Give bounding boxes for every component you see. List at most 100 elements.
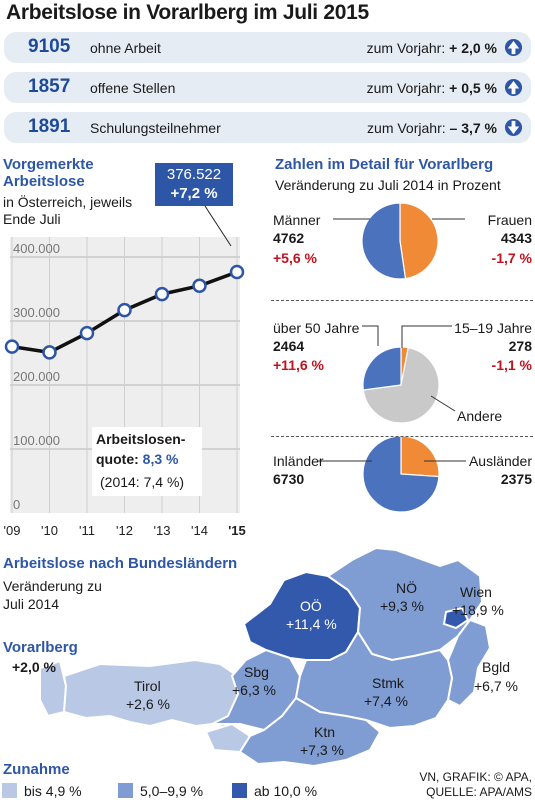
change-ueber-50: +11,6 % bbox=[273, 357, 324, 373]
label-15-19: 15–19 Jahre bbox=[454, 320, 532, 336]
data-point bbox=[79, 325, 95, 341]
quote-box bbox=[92, 427, 202, 496]
change-maenner: +5,6 % bbox=[273, 250, 317, 266]
line-chart-title-1: Vorgemerkte bbox=[3, 156, 94, 173]
source-line-1: VN, GRAFIK: © APA, bbox=[419, 770, 532, 784]
y-tick-label: 400.000 bbox=[13, 241, 60, 256]
map-label-wien: Wien bbox=[460, 584, 492, 600]
stat-value: 1857 bbox=[28, 76, 71, 97]
detail-title: Zahlen im Detail für Vorarlberg bbox=[275, 156, 494, 173]
x-tick-label: '15 bbox=[228, 523, 246, 538]
legend-swatch bbox=[232, 783, 247, 798]
legend-title: Zunahme bbox=[3, 761, 70, 778]
map-value-sbg: +6,3 % bbox=[232, 682, 276, 698]
map-value-noe: +9,3 % bbox=[380, 598, 424, 614]
stat-change: zum Vorjahr: – 3,7 % bbox=[367, 120, 497, 136]
line-chart-title-2: Arbeitslose bbox=[3, 173, 85, 190]
stat-change: zum Vorjahr: + 2,0 % bbox=[366, 40, 497, 56]
map-label-noe: NÖ bbox=[396, 580, 417, 596]
map-value-vorarlberg: +2,0 % bbox=[12, 659, 56, 675]
change-15-19: -1,1 % bbox=[491, 357, 532, 373]
label-ueber-50: über 50 Jahre bbox=[273, 320, 360, 336]
line-chart-subtitle-2: Ende Juli bbox=[3, 211, 61, 227]
label-auslaender: Ausländer bbox=[468, 453, 532, 469]
divider bbox=[271, 300, 533, 301]
data-point bbox=[117, 302, 132, 318]
quote-label-2: quote: bbox=[96, 451, 139, 467]
value-maenner: 4762 bbox=[273, 230, 305, 246]
pie-slice bbox=[362, 346, 402, 391]
data-point bbox=[4, 339, 20, 354]
map-title: Arbeitslose nach Bundesländern bbox=[3, 555, 238, 572]
map-label-ooe: OÖ bbox=[300, 598, 322, 614]
stat-value: 9105 bbox=[28, 36, 71, 57]
legend-label: bis 4,9 % bbox=[24, 783, 82, 799]
legend-label: 5,0–9,9 % bbox=[140, 783, 204, 799]
arrow-down-icon bbox=[504, 118, 523, 137]
stat-row-ohne-arbeit: 9105 ohne Arbeit zum Vorjahr: + 2,0 % bbox=[4, 32, 531, 63]
label-maenner: Männer bbox=[273, 212, 321, 228]
stat-change: zum Vorjahr: + 0,5 % bbox=[366, 80, 497, 96]
legend-swatch bbox=[2, 783, 17, 798]
arrow-up-icon bbox=[504, 78, 523, 97]
x-tick-label: '14 bbox=[191, 523, 208, 538]
y-tick-label: 300.000 bbox=[13, 305, 60, 320]
label-inlaender: Inländer bbox=[273, 453, 324, 469]
stat-value: 1891 bbox=[28, 116, 71, 137]
x-tick-label: '12 bbox=[116, 523, 133, 538]
map-value-stmk: +7,4 % bbox=[364, 693, 408, 709]
map-label-bgld: Bgld bbox=[482, 659, 511, 675]
map-value-wien: +18,9 % bbox=[452, 602, 504, 618]
map-value-tirol: +2,6 % bbox=[126, 696, 170, 712]
callout-box bbox=[155, 163, 233, 206]
map-value-ktn: +7,3 % bbox=[300, 742, 344, 758]
detail-subtitle: Veränderung zu Juli 2014 in Prozent bbox=[275, 177, 501, 193]
quote-value: 8,3 % bbox=[142, 451, 179, 467]
stat-row-schulungsteilnehmer: 1891 Schulungsteilnehmer zum Vorjahr: – … bbox=[4, 112, 531, 143]
legend-label: ab 10,0 % bbox=[254, 783, 318, 799]
map-label-vorarlberg: Vorarlberg bbox=[3, 639, 78, 656]
map-tirol bbox=[62, 658, 248, 730]
data-point bbox=[229, 264, 245, 280]
map-value-bgld: +6,7 % bbox=[474, 678, 518, 694]
divider bbox=[271, 436, 533, 437]
y-tick-label: 200.000 bbox=[13, 369, 60, 384]
y-tick-label: 100.000 bbox=[13, 433, 60, 448]
callout-leader bbox=[204, 205, 232, 247]
map-label-ktn: Ktn bbox=[314, 724, 336, 740]
value-auslaender: 2375 bbox=[500, 471, 532, 487]
change-frauen: -1,7 % bbox=[491, 250, 532, 266]
label-frauen: Frauen bbox=[487, 212, 532, 228]
map-label-sbg: Sbg bbox=[244, 664, 269, 680]
stat-label: ohne Arbeit bbox=[90, 40, 161, 56]
map-label-tirol: Tirol bbox=[134, 678, 161, 694]
value-inlaender: 6730 bbox=[273, 471, 305, 487]
map-value-ooe: +11,4 % bbox=[286, 616, 337, 632]
map-subtitle-2: Juli 2014 bbox=[3, 596, 60, 612]
pie-slice bbox=[399, 202, 439, 280]
callout-value: 376.522 bbox=[166, 166, 222, 183]
y-tick-label: 0 bbox=[13, 497, 20, 512]
label-andere: Andere bbox=[457, 408, 503, 424]
quote-previous: (2014: 7,4 %) bbox=[100, 474, 185, 490]
quote-label-1: Arbeitslosen- bbox=[96, 431, 186, 447]
x-tick-label: '09 bbox=[4, 523, 21, 538]
arrow-up-icon bbox=[504, 38, 523, 57]
data-point bbox=[42, 345, 57, 360]
stat-row-offene-stellen: 1857 offene Stellen zum Vorjahr: + 0,5 % bbox=[4, 72, 531, 103]
map-subtitle-1: Veränderung zu bbox=[3, 578, 102, 594]
data-point bbox=[154, 286, 170, 302]
map-steiermark bbox=[294, 630, 454, 730]
page-title: Arbeitslose in Vorarlberg im Juli 2015 bbox=[6, 1, 369, 24]
value-frauen: 4343 bbox=[500, 230, 532, 246]
source-line-2: QUELLE: APA/AMS bbox=[426, 785, 532, 799]
x-tick-label: '10 bbox=[41, 523, 58, 538]
stat-label: offene Stellen bbox=[90, 80, 176, 96]
value-15-19: 278 bbox=[508, 338, 532, 354]
leader-andere bbox=[430, 395, 456, 412]
line-chart-subtitle-1: in Österreich, jeweils bbox=[3, 194, 133, 210]
leader-15-19 bbox=[401, 325, 452, 348]
legend-swatch bbox=[118, 783, 133, 798]
data-point bbox=[192, 278, 207, 294]
